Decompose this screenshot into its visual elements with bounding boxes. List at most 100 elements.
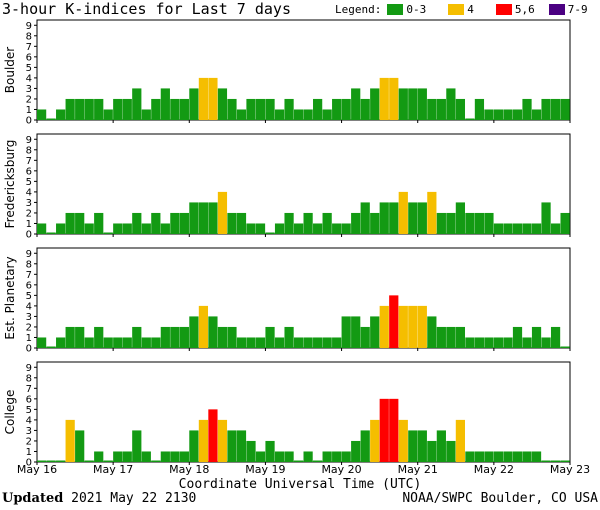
bar-est-planetary	[198, 305, 209, 348]
y-tick-label: 3	[26, 312, 32, 323]
bar-fredericksburg	[322, 212, 332, 234]
bar-fredericksburg	[560, 212, 570, 234]
bar-est-planetary	[341, 316, 351, 348]
bar-fredericksburg	[389, 202, 399, 234]
bar-boulder	[560, 98, 570, 120]
bar-boulder	[160, 88, 170, 120]
y-tick-label: 3	[26, 198, 32, 209]
bar-est-planetary	[417, 305, 427, 348]
bar-est-planetary	[531, 326, 542, 348]
y-tick-label: 4	[26, 187, 32, 198]
bar-boulder	[208, 77, 218, 120]
bar-boulder	[522, 98, 532, 120]
bar-boulder	[503, 109, 513, 120]
y-tick-label: 7	[26, 384, 32, 395]
bar-est-planetary	[103, 337, 113, 348]
bar-boulder	[236, 109, 247, 120]
chart-title: 3-hour K-indices for Last 7 days	[2, 0, 291, 18]
bar-college	[398, 419, 408, 462]
updated-stamp: Updated 2021 May 22 2130	[2, 491, 196, 506]
bar-fredericksburg	[65, 212, 75, 234]
y-tick-label: 5	[26, 405, 32, 416]
bar-est-planetary	[37, 337, 47, 348]
bar-est-planetary	[446, 326, 456, 348]
bar-fredericksburg	[151, 212, 161, 234]
bar-college	[341, 451, 351, 462]
bar-fredericksburg	[408, 202, 418, 234]
legend-item-0-3: 0-3	[387, 3, 426, 16]
bar-fredericksburg	[103, 232, 113, 234]
bar-boulder	[417, 88, 427, 120]
bar-boulder	[341, 98, 351, 120]
bar-college	[360, 430, 370, 462]
bar-fredericksburg	[236, 212, 247, 234]
bar-college	[198, 419, 209, 462]
bar-college	[170, 451, 180, 462]
panel-label-fredericksburg: Fredericksburg	[3, 140, 17, 229]
bar-fredericksburg	[255, 223, 266, 234]
legend-swatch-5-6	[495, 4, 512, 15]
legend-text-0-3: 0-3	[406, 3, 427, 16]
bar-fredericksburg	[141, 223, 151, 234]
bar-college	[455, 419, 466, 462]
bar-boulder	[398, 88, 408, 120]
bar-est-planetary	[322, 337, 332, 348]
credit-text: NOAA/SWPC Boulder, CO USA	[402, 491, 598, 506]
bar-est-planetary	[455, 326, 466, 348]
bar-fredericksburg	[427, 191, 437, 234]
bar-college	[408, 430, 418, 462]
bar-college	[94, 451, 104, 462]
bar-fredericksburg	[37, 223, 47, 234]
bar-college	[493, 451, 504, 462]
y-tick-label: 5	[26, 177, 32, 188]
bar-boulder	[56, 109, 66, 120]
bar-fredericksburg	[503, 223, 513, 234]
bar-est-planetary	[179, 326, 189, 348]
bar-boulder	[446, 88, 456, 120]
bar-college	[370, 419, 380, 462]
y-tick-label: 2	[26, 322, 32, 333]
bar-college	[522, 451, 532, 462]
bar-est-planetary	[474, 337, 485, 348]
bar-fredericksburg	[132, 212, 142, 234]
bar-college	[141, 451, 151, 462]
x-tick-label: May 22	[474, 463, 514, 476]
bar-fredericksburg	[94, 212, 104, 234]
bar-college	[75, 430, 85, 462]
bar-fredericksburg	[75, 212, 85, 234]
bar-est-planetary	[246, 337, 256, 348]
bar-est-planetary	[360, 326, 370, 348]
bar-est-planetary	[46, 346, 56, 348]
bar-est-planetary	[313, 337, 323, 348]
bar-boulder	[46, 118, 56, 120]
bar-est-planetary	[274, 337, 285, 348]
bar-fredericksburg	[265, 232, 275, 234]
bar-est-planetary	[141, 337, 151, 348]
y-tick-label: 6	[26, 394, 32, 405]
bar-fredericksburg	[313, 223, 323, 234]
bar-college	[179, 451, 189, 462]
bar-boulder	[427, 98, 437, 120]
x-tick-label: May 23	[550, 463, 590, 476]
legend-swatch-4	[448, 4, 465, 15]
bar-fredericksburg	[208, 202, 218, 234]
bar-boulder	[246, 98, 256, 120]
bar-college	[389, 398, 399, 462]
bar-fredericksburg	[113, 223, 123, 234]
bar-fredericksburg	[436, 212, 446, 234]
bar-college	[379, 398, 389, 462]
bar-college	[103, 460, 113, 462]
bar-boulder	[303, 109, 313, 120]
x-tick-label: May 21	[398, 463, 438, 476]
panel-label-college: College	[3, 390, 17, 435]
legend-text-4: 4	[467, 3, 474, 16]
bar-fredericksburg	[474, 212, 485, 234]
x-tick-label: May 19	[245, 463, 285, 476]
bar-est-planetary	[522, 337, 532, 348]
y-tick-label: 1	[26, 333, 32, 344]
bar-boulder	[293, 109, 304, 120]
panel-label-est-planetary: Est. Planetary	[3, 256, 17, 339]
bar-est-planetary	[189, 316, 199, 348]
bar-college	[217, 419, 228, 462]
y-tick-label: 1	[26, 219, 32, 230]
